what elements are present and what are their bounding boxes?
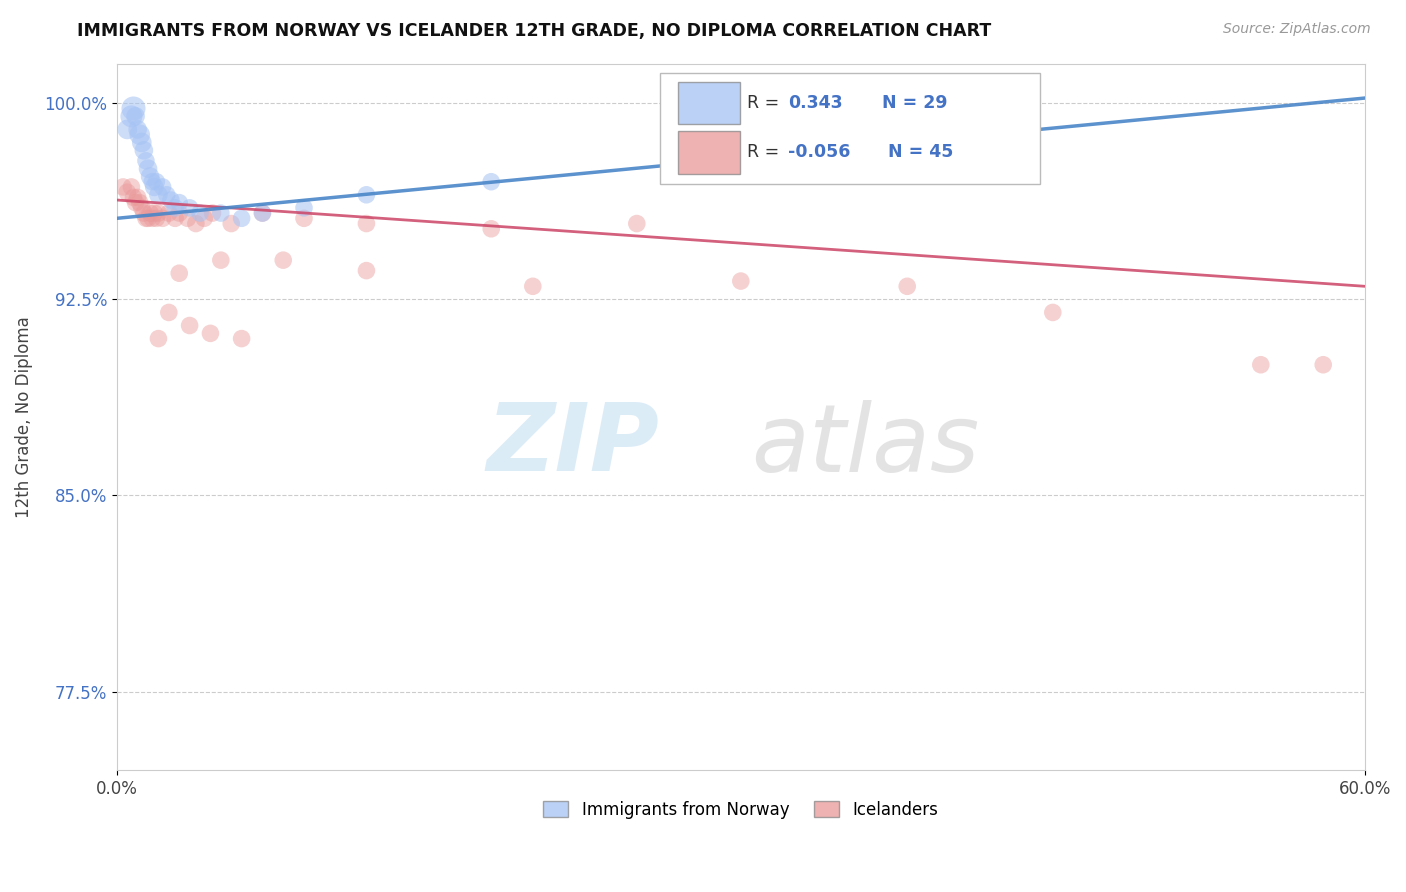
- Point: [152, 180, 174, 194]
- Point: [271, 253, 294, 268]
- Point: [1250, 358, 1272, 372]
- Point: [136, 211, 159, 226]
- Point: [143, 180, 166, 194]
- Point: [219, 217, 242, 231]
- Point: [145, 175, 167, 189]
- Point: [135, 211, 157, 226]
- Point: [252, 206, 274, 220]
- FancyBboxPatch shape: [679, 131, 740, 174]
- Point: [131, 136, 153, 150]
- Point: [1042, 305, 1064, 319]
- Point: [148, 206, 170, 220]
- Text: 0.343: 0.343: [789, 95, 842, 112]
- Point: [127, 190, 149, 204]
- Point: [479, 221, 502, 235]
- Point: [165, 201, 187, 215]
- Point: [157, 206, 180, 220]
- Point: [120, 109, 142, 123]
- Text: -0.056: -0.056: [789, 144, 851, 161]
- Point: [128, 195, 150, 210]
- Point: [120, 180, 142, 194]
- Point: [479, 175, 502, 189]
- Point: [145, 211, 167, 226]
- Point: [148, 187, 170, 202]
- Point: [124, 195, 146, 210]
- Point: [122, 102, 145, 116]
- Point: [165, 211, 187, 226]
- Point: [356, 263, 378, 277]
- Point: [148, 332, 170, 346]
- Point: [188, 206, 211, 220]
- Point: [115, 185, 138, 199]
- Legend: Immigrants from Norway, Icelanders: Immigrants from Norway, Icelanders: [537, 794, 945, 825]
- Point: [209, 206, 232, 220]
- Point: [231, 211, 253, 226]
- Point: [292, 211, 315, 226]
- Point: [522, 279, 544, 293]
- FancyBboxPatch shape: [679, 82, 740, 125]
- Point: [139, 169, 162, 184]
- Point: [688, 161, 710, 176]
- Point: [231, 332, 253, 346]
- Text: IMMIGRANTS FROM NORWAY VS ICELANDER 12TH GRADE, NO DIPLOMA CORRELATION CHART: IMMIGRANTS FROM NORWAY VS ICELANDER 12TH…: [77, 22, 991, 40]
- Point: [128, 128, 150, 142]
- Point: [356, 217, 378, 231]
- Point: [143, 206, 166, 220]
- Point: [193, 211, 215, 226]
- FancyBboxPatch shape: [659, 72, 1040, 184]
- Point: [356, 187, 378, 202]
- Point: [179, 201, 201, 215]
- Text: R =: R =: [747, 95, 785, 112]
- Point: [200, 326, 222, 341]
- Point: [157, 305, 180, 319]
- Point: [122, 190, 145, 204]
- Point: [141, 175, 163, 189]
- Point: [176, 211, 198, 226]
- Point: [167, 206, 190, 220]
- Point: [167, 266, 190, 280]
- Point: [131, 201, 153, 215]
- Text: ZIP: ZIP: [486, 400, 659, 491]
- Text: Source: ZipAtlas.com: Source: ZipAtlas.com: [1223, 22, 1371, 37]
- Point: [132, 144, 155, 158]
- Point: [156, 187, 179, 202]
- Point: [115, 122, 138, 136]
- Point: [160, 193, 183, 207]
- Point: [626, 217, 648, 231]
- Text: N = 29: N = 29: [882, 95, 948, 112]
- Y-axis label: 12th Grade, No Diploma: 12th Grade, No Diploma: [15, 316, 32, 518]
- Text: N = 45: N = 45: [889, 144, 953, 161]
- Point: [141, 211, 163, 226]
- Point: [152, 211, 174, 226]
- Point: [730, 274, 752, 288]
- Point: [292, 201, 315, 215]
- Point: [135, 153, 157, 168]
- Point: [132, 206, 155, 220]
- Text: R =: R =: [747, 144, 785, 161]
- Point: [112, 180, 135, 194]
- Point: [201, 206, 224, 220]
- Point: [124, 109, 146, 123]
- Point: [896, 279, 918, 293]
- Point: [136, 161, 159, 176]
- Point: [1312, 358, 1334, 372]
- Point: [179, 318, 201, 333]
- Point: [252, 206, 274, 220]
- Point: [184, 217, 207, 231]
- Point: [127, 122, 149, 136]
- Point: [139, 206, 162, 220]
- Point: [167, 195, 190, 210]
- Text: atlas: atlas: [751, 400, 980, 491]
- Point: [209, 253, 232, 268]
